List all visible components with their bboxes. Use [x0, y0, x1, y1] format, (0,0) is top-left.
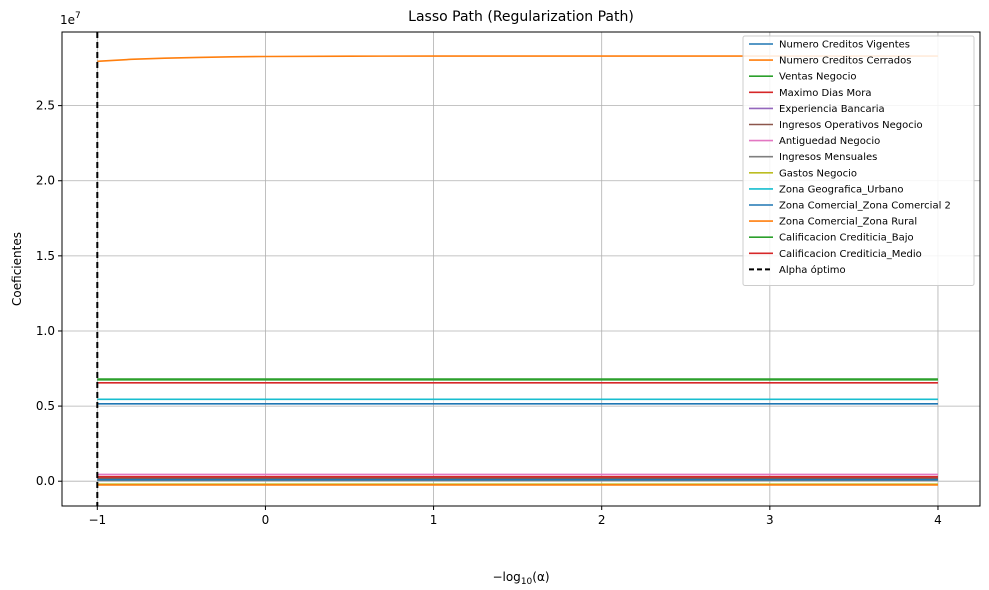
legend-label: Experiencia Bancaria	[779, 104, 885, 115]
y-tick-label: 0.0	[36, 474, 55, 488]
legend-label: Calificacion Crediticia_Medio	[779, 249, 922, 260]
legend-label: Numero Creditos Vigentes	[779, 40, 910, 51]
y-tick-label: 1.5	[36, 249, 55, 263]
x-tick-label: 0	[262, 513, 270, 527]
y-axis-multiplier: 1e7	[60, 11, 81, 27]
legend-label: Calificacion Crediticia_Bajo	[779, 233, 914, 244]
y-axis-label: Coeficientes	[10, 232, 24, 306]
y-multiplier-base: 1e	[60, 13, 75, 27]
legend-label: Zona Comercial_Zona Comercial 2	[779, 201, 951, 212]
legend-box	[742, 35, 975, 286]
legend-label: Numero Creditos Cerrados	[779, 56, 911, 67]
legend-label: Zona Comercial_Zona Rural	[779, 217, 917, 228]
x-axis-label-prefix: −log	[492, 570, 520, 584]
plot-frame	[61, 31, 981, 507]
legend-label: Ventas Negocio	[779, 72, 857, 83]
y-tick-label: 1.0	[36, 324, 55, 338]
legend-label: Zona Geografica_Urbano	[779, 184, 904, 195]
y-tick-label: 0.5	[36, 399, 55, 413]
x-tick-label: 4	[934, 513, 942, 527]
x-tick-label: 1	[430, 513, 438, 527]
legend: Numero Creditos Vigentes Numero Creditos …	[742, 35, 975, 286]
y-multiplier-exp: 7	[75, 11, 81, 21]
x-tick-label: 2	[598, 513, 606, 527]
x-axis-ticks: −1 0 1 2 3 4	[88, 506, 942, 527]
legend-label: Ingresos Mensuales	[779, 152, 877, 163]
chart-title: Lasso Path (Regularization Path)	[408, 9, 634, 25]
legend-label: Antiguedad Negocio	[779, 136, 880, 147]
x-axis-label: −log10(α)	[492, 570, 549, 587]
legend-label: Gastos Negocio	[779, 168, 857, 179]
y-tick-label: 2.5	[36, 99, 55, 113]
y-tick-label: 2.0	[36, 174, 55, 188]
legend-label: Ingresos Operativos Negocio	[779, 120, 923, 131]
legend-label: Maximo Dias Mora	[779, 88, 871, 99]
x-tick-label: 3	[766, 513, 774, 527]
x-axis-label-suffix: (α)	[532, 570, 549, 584]
x-axis-label-sub: 10	[521, 577, 533, 587]
legend-label: Alpha óptimo	[779, 264, 846, 276]
y-axis-ticks: 0.0 0.5 1.0 1.5 2.0 2.5	[36, 99, 62, 488]
x-tick-label: −1	[88, 513, 106, 527]
